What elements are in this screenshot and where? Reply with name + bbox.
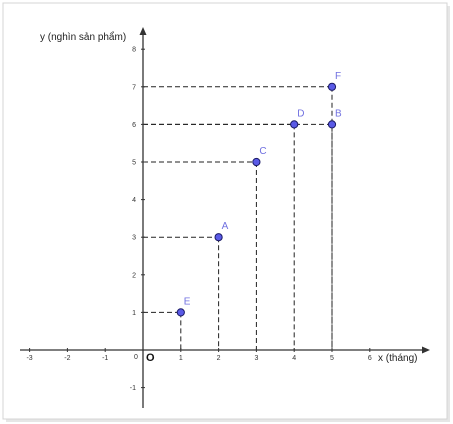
point-b — [327, 120, 337, 129]
x-tick-label: -2 — [64, 355, 70, 362]
y-tick-label: 4 — [132, 197, 136, 204]
x-tick-label: 6 — [368, 355, 372, 362]
origin-label: O — [146, 352, 155, 364]
x-tick-label: 1 — [179, 355, 183, 362]
y-axis-arrow — [139, 27, 147, 35]
x-axis-arrow — [422, 346, 430, 354]
point-f — [327, 82, 337, 91]
point-label-e: E — [184, 296, 191, 307]
guide-lines — [143, 86, 333, 350]
point-a — [214, 233, 223, 242]
x-tick-label: 3 — [254, 355, 258, 362]
y-tick-label: 8 — [132, 47, 136, 54]
y-tick-label: 3 — [132, 235, 136, 242]
y-tick-label: 2 — [132, 272, 136, 279]
point-label-d: D — [297, 108, 304, 119]
y-tick-label: 7 — [132, 84, 136, 91]
y-tick-label: 6 — [132, 122, 136, 129]
x-tick-label: 0 — [134, 354, 138, 361]
x-tick-label: 4 — [292, 355, 296, 362]
y-tick-label: 5 — [132, 160, 136, 167]
point-d — [290, 120, 299, 129]
tick-labels: -3 -2 -1 0 1 2 3 4 5 6 -1 1 2 3 4 5 6 7 8 — [26, 47, 371, 392]
point-e — [176, 308, 185, 317]
axes — [20, 27, 430, 408]
y-axis-label: y (nghìn sản phẩm) — [40, 31, 126, 43]
data-points: E A C D B F — [176, 71, 342, 317]
y-tick-label: -1 — [130, 385, 136, 392]
y-tick-label: 1 — [132, 310, 136, 317]
point-label-c: C — [259, 146, 266, 157]
x-tick-label: 2 — [217, 355, 221, 362]
x-tick-label: -1 — [102, 355, 108, 362]
point-label-a: A — [222, 221, 229, 232]
point-c — [252, 157, 261, 167]
x-tick-label: -3 — [26, 355, 32, 362]
point-label-f: F — [335, 71, 341, 82]
x-axis-label: x (tháng) — [378, 353, 417, 364]
x-tick-label: 5 — [330, 355, 334, 362]
point-label-b: B — [335, 108, 342, 119]
